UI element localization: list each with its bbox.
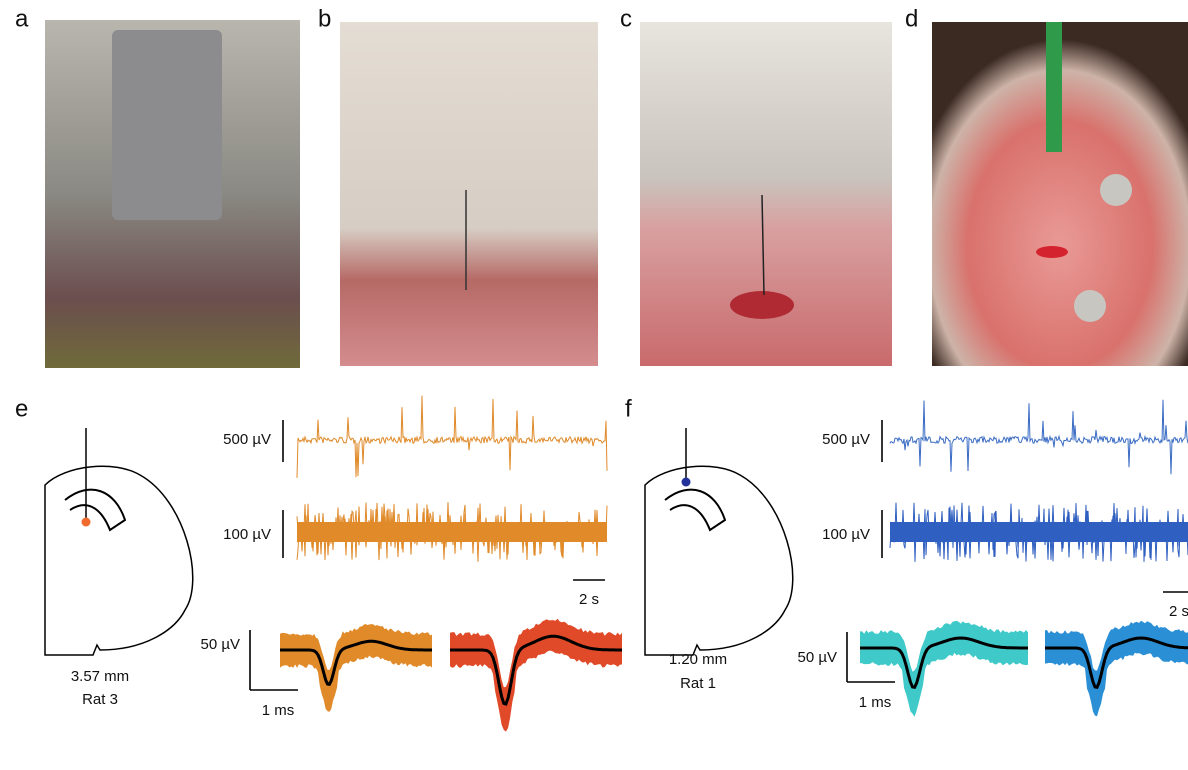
subject-label: Rat 3 <box>82 691 118 708</box>
brain-outline <box>645 466 793 655</box>
trace-band <box>890 522 1188 542</box>
raw-scale-label: 500 µV <box>223 431 271 448</box>
waveform-band <box>280 624 432 712</box>
panel-label: a <box>15 5 29 32</box>
panel-label: e <box>15 395 28 422</box>
recording-panel: f 1.20 mm Rat 1 500 µV 100 µV 2 s 50 µV 1 ms <box>625 395 1188 716</box>
trace-band <box>297 522 607 542</box>
craniotomy <box>730 291 794 319</box>
brain-outline <box>45 466 193 655</box>
recording-site <box>682 478 691 487</box>
wire <box>1046 22 1062 152</box>
figure: a b c d e 3.57 mm Rat 3 500 µV 100 µV 2 s 50 µV 1 m… <box>0 0 1188 770</box>
hippocampus-outline <box>65 490 125 530</box>
waveform-band <box>1045 621 1188 716</box>
subject-label: Rat 1 <box>680 675 716 692</box>
panel-label: b <box>318 5 331 32</box>
page: {"photo_panels": [{"label": "a"}, {"labe… <box>0 0 1188 770</box>
waveform-time-label: 1 ms <box>262 702 295 719</box>
filtered-scale-label: 100 µV <box>822 526 870 543</box>
panel-label: f <box>625 395 632 422</box>
panel-label: c <box>620 5 632 32</box>
raw-scale-label: 500 µV <box>822 431 870 448</box>
amplitude-scale-label: 50 µV <box>201 636 241 653</box>
trace <box>890 400 1188 474</box>
depth-label: 1.20 mm <box>669 651 727 668</box>
recording-panel: e 3.57 mm Rat 3 500 µV 100 µV 2 s 50 µV 1 ms <box>15 395 622 731</box>
screw <box>1074 290 1106 322</box>
waveform-band <box>450 619 622 732</box>
panel-label: d <box>905 5 918 32</box>
time-scale-label: 2 s <box>1169 603 1188 620</box>
depth-label: 3.57 mm <box>71 668 129 685</box>
screw <box>1100 174 1132 206</box>
time-scale-label: 2 s <box>579 591 599 608</box>
hippocampus-outline <box>665 490 725 530</box>
filtered-scale-label: 100 µV <box>223 526 271 543</box>
trace <box>297 396 607 478</box>
craniotomy <box>1036 246 1068 258</box>
recording-site <box>82 518 91 527</box>
probe-holder <box>112 30 222 220</box>
amplitude-scale-label: 50 µV <box>798 649 838 666</box>
waveform-time-label: 1 ms <box>859 694 892 711</box>
photo-panels <box>45 20 1188 368</box>
photo-b <box>340 22 598 366</box>
